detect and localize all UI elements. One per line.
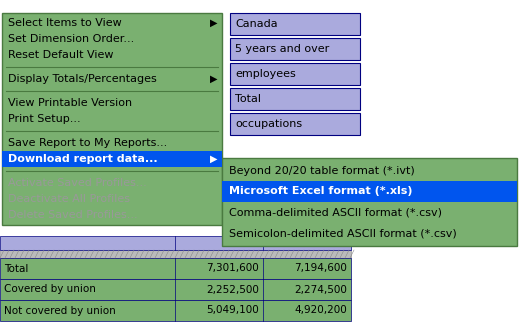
Text: 2,252,500: 2,252,500 [206,284,259,295]
Text: Set Dimension Order...: Set Dimension Order... [8,34,134,44]
Bar [230,13,360,35]
Text: 2,274,500: 2,274,500 [294,284,347,295]
Bar [230,63,360,85]
Text: ▶: ▶ [209,18,217,28]
Text: Save Report to My Reports...: Save Report to My Reports... [8,138,167,148]
Text: employees: employees [235,69,296,79]
Text: 5 years and over: 5 years and over [235,44,329,54]
Text: View Printable Version: View Printable Version [8,98,132,108]
Bar [230,38,360,60]
Text: Activate Saved Profiles...: Activate Saved Profiles... [8,178,147,188]
Text: Select Items to View: Select Items to View [8,18,122,28]
Bar [222,181,517,202]
Bar [230,88,360,110]
Bar [2,13,222,225]
Text: Microsoft Excel format (*.xls): Microsoft Excel format (*.xls) [229,187,412,196]
Bar [222,158,517,246]
Text: occupations: occupations [235,119,302,129]
Text: Canada: Canada [235,19,278,29]
Text: Display Totals/Percentages: Display Totals/Percentages [8,74,157,84]
Bar [0,250,351,258]
Text: 7,301,600: 7,301,600 [206,263,259,274]
Text: Deactivate All Profiles: Deactivate All Profiles [8,194,130,204]
Bar [0,279,351,300]
Text: Download report data...: Download report data... [8,154,158,164]
Text: Beyond 20/20 table format (*.ivt): Beyond 20/20 table format (*.ivt) [229,166,415,175]
Text: Print Setup...: Print Setup... [8,114,80,124]
Bar [0,236,351,250]
Text: Comma-delimited ASCII format (*.csv): Comma-delimited ASCII format (*.csv) [229,208,442,217]
Text: Semicolon-delimited ASCII format (*.csv): Semicolon-delimited ASCII format (*.csv) [229,229,457,238]
Text: 4,920,200: 4,920,200 [294,305,347,316]
Text: Reset Default View: Reset Default View [8,50,113,60]
Text: 7,194,600: 7,194,600 [294,263,347,274]
Bar [0,300,351,321]
Text: ▶: ▶ [209,74,217,84]
Text: Delete Saved Profiles...: Delete Saved Profiles... [8,210,138,220]
Text: Total: Total [4,263,28,274]
Text: 5,049,100: 5,049,100 [206,305,259,316]
Bar [0,258,351,279]
Text: ▶: ▶ [209,154,217,164]
Text: Total: Total [235,94,261,104]
Bar [230,113,360,135]
Bar [2,151,222,167]
Text: Not covered by union: Not covered by union [4,305,116,316]
Text: Covered by union: Covered by union [4,284,96,295]
